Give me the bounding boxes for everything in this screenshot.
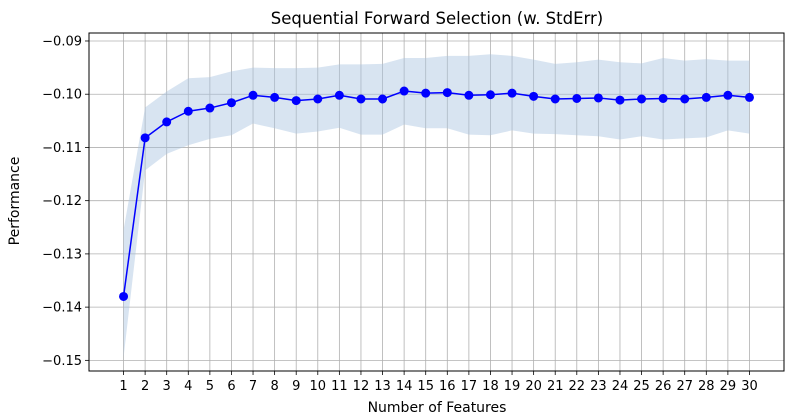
x-tick-label: 23 xyxy=(590,379,607,394)
x-tick-label: 26 xyxy=(655,379,672,394)
stderr-band xyxy=(123,54,750,358)
data-point xyxy=(140,133,150,143)
data-point xyxy=(183,106,193,116)
x-tick-label: 4 xyxy=(184,379,192,394)
data-point xyxy=(356,94,366,104)
data-point xyxy=(421,88,431,98)
data-point xyxy=(313,94,323,104)
x-tick-label: 16 xyxy=(439,379,456,394)
data-point xyxy=(593,93,603,103)
data-point xyxy=(658,93,668,103)
data-point xyxy=(378,94,388,104)
data-point xyxy=(162,117,172,127)
x-tick-label: 25 xyxy=(633,379,650,394)
data-point xyxy=(507,88,517,98)
x-tick-label: 6 xyxy=(227,379,235,394)
data-point xyxy=(464,90,474,100)
x-tick-label: 20 xyxy=(525,379,542,394)
x-tick-label: 21 xyxy=(547,379,564,394)
x-tick-label: 22 xyxy=(569,379,586,394)
x-tick-label: 15 xyxy=(417,379,434,394)
x-tick-label: 1 xyxy=(119,379,127,394)
x-tick-label: 10 xyxy=(310,379,327,394)
data-point xyxy=(723,90,733,100)
x-axis-ticks: 1 2 3 4 5 6 7 8 9 10 11 12 13 14 15 16 17 18 19 20 21 22 23 24 2… xyxy=(119,371,758,394)
x-tick-label: 14 xyxy=(396,379,413,394)
data-point xyxy=(572,93,582,103)
data-point xyxy=(485,90,495,100)
x-tick-label: 2 xyxy=(141,379,149,394)
y-tick-label: −0.12 xyxy=(42,194,82,209)
x-tick-label: 13 xyxy=(374,379,391,394)
x-tick-label: 30 xyxy=(741,379,758,394)
x-tick-label: 24 xyxy=(612,379,629,394)
data-point xyxy=(550,94,560,104)
x-tick-label: 11 xyxy=(331,379,348,394)
y-axis-label: Performance xyxy=(7,157,23,246)
y-tick-label: −0.11 xyxy=(42,141,82,156)
data-point xyxy=(615,95,625,105)
data-point xyxy=(680,94,690,104)
data-point xyxy=(442,88,452,98)
data-point xyxy=(226,98,236,108)
series-point-layer xyxy=(119,86,754,301)
x-tick-label: 12 xyxy=(353,379,370,394)
grid xyxy=(89,33,784,371)
data-point xyxy=(205,103,215,113)
x-tick-label: 17 xyxy=(461,379,478,394)
x-tick-label: 28 xyxy=(698,379,715,394)
y-tick-label: −0.13 xyxy=(42,247,82,262)
chart-title: Sequential Forward Selection (w. StdErr) xyxy=(271,9,604,28)
y-tick-label: −0.14 xyxy=(42,301,82,316)
data-point xyxy=(270,92,280,102)
x-tick-label: 3 xyxy=(163,379,171,394)
x-axis-label: Number of Features xyxy=(368,400,507,416)
x-tick-label: 5 xyxy=(206,379,214,394)
x-tick-label: 7 xyxy=(249,379,257,394)
stderr-band-layer xyxy=(123,54,750,358)
data-point xyxy=(291,96,301,106)
data-point xyxy=(119,291,129,301)
data-point xyxy=(334,90,344,100)
x-tick-label: 27 xyxy=(676,379,693,394)
x-tick-label: 19 xyxy=(504,379,521,394)
data-point xyxy=(399,86,409,96)
data-point xyxy=(744,92,754,102)
y-axis-ticks: −0.15 −0.14 −0.13 −0.12 −0.11 −0.10 −0.09 xyxy=(42,34,89,369)
y-tick-label: −0.15 xyxy=(42,354,82,369)
x-tick-label: 8 xyxy=(270,379,278,394)
x-tick-label: 9 xyxy=(292,379,300,394)
data-point xyxy=(529,91,539,101)
y-tick-label: −0.10 xyxy=(42,88,82,103)
x-tick-label: 29 xyxy=(720,379,737,394)
plot-frame xyxy=(88,32,785,372)
data-point xyxy=(701,92,711,102)
data-point xyxy=(637,94,647,104)
y-tick-label: −0.09 xyxy=(42,34,82,49)
data-point xyxy=(248,90,258,100)
x-tick-label: 18 xyxy=(482,379,499,394)
